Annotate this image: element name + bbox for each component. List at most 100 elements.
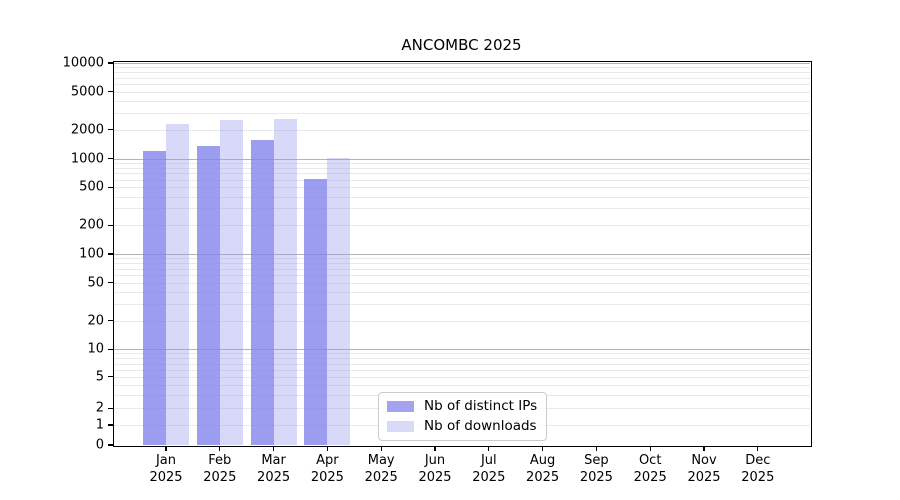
gridline-minor: [114, 187, 810, 189]
gridline-minor: [114, 129, 810, 131]
gridline-minor: [114, 101, 810, 102]
y-tick-mark: [108, 407, 113, 409]
legend-item-downloads: Nb of downloads: [387, 419, 537, 434]
x-tick-mark: [326, 446, 328, 451]
gridline-major: [114, 158, 810, 160]
y-tick-label: 2: [95, 400, 104, 416]
x-tick-label: Oct 2025: [633, 453, 667, 485]
x-tick-mark: [649, 446, 651, 451]
x-tick-mark: [542, 446, 544, 451]
gridline-minor: [114, 282, 810, 284]
gridline-major: [114, 254, 810, 255]
gridline-minor: [114, 67, 810, 69]
gridline-minor: [114, 353, 810, 355]
legend-swatch-distinct-ips: [387, 401, 414, 412]
x-tick-mark: [380, 446, 382, 451]
gridline-minor: [114, 179, 810, 181]
x-tick-mark: [165, 446, 167, 451]
gridline-minor: [114, 358, 810, 360]
y-tick-mark: [108, 157, 113, 160]
gridline-major: [114, 63, 810, 64]
x-tick-label: Mar 2025: [257, 453, 291, 485]
y-tick-label: 20: [87, 313, 104, 329]
gridline-minor: [114, 91, 810, 93]
gridline-minor: [114, 363, 810, 365]
gridline-minor: [114, 376, 810, 378]
y-tick-mark: [108, 282, 113, 284]
y-tick-label: 0: [95, 437, 104, 453]
y-tick-mark: [108, 62, 113, 64]
gridline-minor: [114, 167, 810, 169]
bar-distinct-ips: [196, 146, 220, 445]
gridline-minor: [114, 112, 810, 114]
y-tick-mark: [108, 253, 113, 255]
y-tick-mark: [108, 186, 113, 188]
chart-title: ANCOMBC 2025: [401, 36, 522, 54]
x-tick-mark: [703, 446, 705, 451]
y-tick-label: 200: [79, 217, 104, 233]
x-tick-label: Dec 2025: [741, 453, 775, 485]
y-tick-mark: [108, 376, 113, 378]
legend-label-distinct-ips: Nb of distinct IPs: [424, 398, 538, 414]
gridline-minor: [114, 263, 810, 265]
y-tick-label: 5: [95, 369, 104, 385]
gridline-minor: [114, 77, 810, 79]
y-tick-label: 10: [87, 341, 104, 357]
y-tick-label: 500: [79, 179, 104, 195]
y-tick-mark: [108, 129, 113, 131]
x-tick-mark: [595, 446, 597, 451]
y-tick-mark: [108, 444, 113, 446]
gridline-major: [114, 349, 810, 351]
y-tick-label: 5000: [70, 84, 104, 100]
bar-distinct-ips: [304, 179, 328, 445]
y-tick-mark: [108, 320, 113, 322]
y-tick-label: 100: [79, 246, 104, 262]
bar-distinct-ips: [250, 139, 274, 445]
gridline-minor: [114, 72, 810, 74]
legend-label-downloads: Nb of downloads: [424, 418, 537, 434]
x-tick-label: Feb 2025: [203, 453, 237, 485]
x-tick-label: Jan 2025: [149, 453, 183, 485]
x-tick-label: Jun 2025: [418, 453, 452, 485]
gridline-minor: [114, 385, 810, 387]
gridline-minor: [114, 162, 810, 164]
bar-downloads: [327, 158, 351, 445]
x-tick-label: May 2025: [364, 453, 398, 485]
legend: Nb of distinct IPs Nb of downloads: [378, 392, 548, 441]
y-tick-label: 2000: [70, 122, 104, 138]
gridline-minor: [114, 258, 810, 260]
gridline-minor: [114, 292, 810, 293]
gridline-minor: [114, 225, 810, 227]
x-tick-mark: [219, 446, 221, 451]
y-tick-label: 1000: [70, 151, 104, 166]
gridline-minor: [114, 369, 810, 371]
bar-downloads: [166, 124, 189, 445]
x-tick-label: Sep 2025: [579, 453, 613, 485]
x-tick-label: Jul 2025: [472, 453, 506, 485]
x-tick-label: Nov 2025: [687, 453, 721, 485]
bar-downloads: [219, 120, 243, 445]
bar-downloads: [273, 118, 297, 445]
gridline-minor: [114, 196, 810, 198]
y-tick-mark: [108, 424, 113, 426]
bar-distinct-ips: [143, 150, 166, 445]
legend-swatch-downloads: [387, 421, 414, 432]
legend-item-distinct-ips: Nb of distinct IPs: [387, 399, 537, 414]
y-tick-mark: [108, 224, 113, 226]
gridline-minor: [114, 173, 810, 175]
y-tick-mark: [108, 91, 113, 93]
gridline-minor: [114, 84, 810, 86]
x-tick-mark: [488, 446, 490, 451]
gridline-minor: [114, 208, 810, 210]
gridline-minor: [114, 303, 810, 305]
y-tick-mark: [108, 348, 113, 350]
x-tick-label: Apr 2025: [310, 453, 344, 485]
y-tick-label: 50: [87, 275, 104, 291]
x-tick-mark: [273, 446, 275, 451]
gridline-minor: [114, 268, 810, 270]
x-tick-label: Aug 2025: [526, 453, 560, 485]
x-tick-mark: [757, 446, 759, 451]
y-tick-label: 1: [95, 417, 104, 433]
gridline-minor: [114, 275, 810, 277]
